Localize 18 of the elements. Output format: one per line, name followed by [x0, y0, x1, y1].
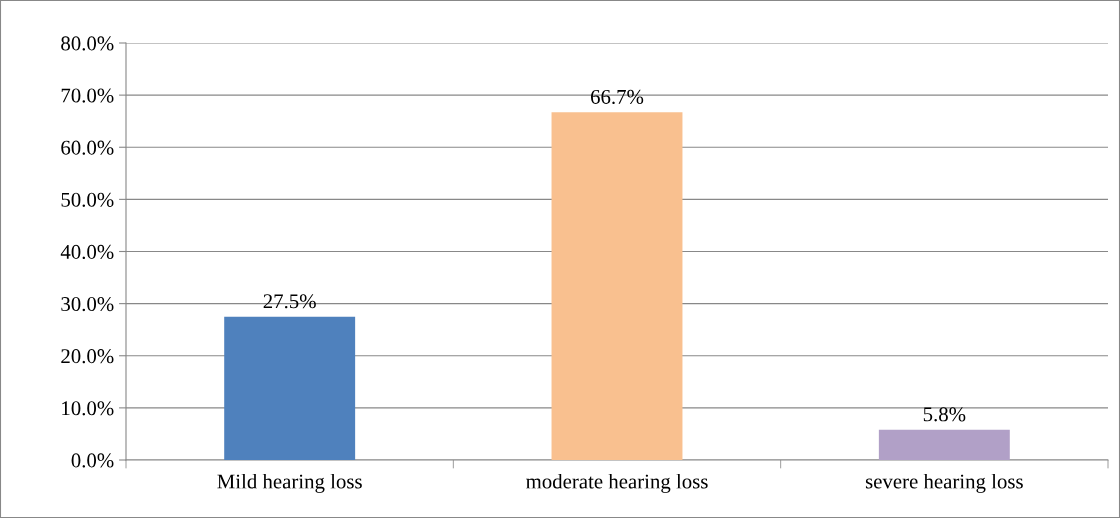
- y-tick-label: 20.0%: [61, 349, 114, 364]
- y-tick-label: 0.0%: [71, 453, 114, 468]
- bar: [878, 429, 1010, 460]
- y-tick-label: 80.0%: [61, 36, 114, 51]
- x-tick-label: Mild hearing loss: [217, 473, 362, 493]
- data-label: 27.5%: [263, 294, 316, 309]
- y-tick-label: 40.0%: [60, 244, 114, 260]
- y-tick-label: 60.0%: [61, 140, 114, 155]
- y-tick-label: 70.0%: [61, 88, 114, 103]
- x-tick-label: moderate hearing loss: [526, 473, 708, 493]
- x-tick-label: severe hearing loss: [865, 473, 1023, 493]
- data-label: 5.8%: [923, 407, 966, 422]
- bar: [551, 112, 683, 460]
- y-tick-label: 50.0%: [61, 192, 114, 207]
- y-tick-label: 30.0%: [61, 297, 114, 312]
- bar: [224, 316, 356, 460]
- y-tick-label: 10.0%: [62, 401, 114, 416]
- data-label: 66.7%: [590, 89, 644, 105]
